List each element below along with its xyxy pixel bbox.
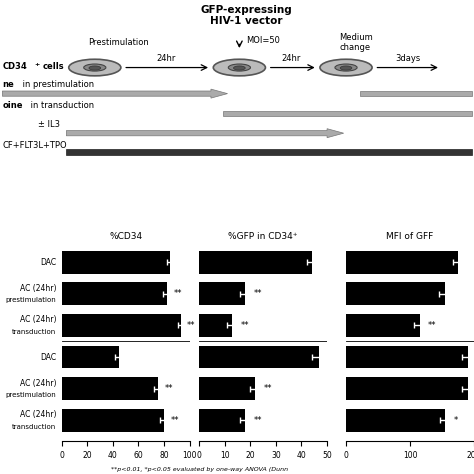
Bar: [346, 377, 467, 400]
Ellipse shape: [89, 66, 100, 70]
Text: transduction: transduction: [12, 329, 56, 335]
Bar: [62, 314, 181, 337]
Text: ± IL3: ± IL3: [38, 120, 60, 129]
Bar: [360, 91, 472, 96]
Text: Medium
change: Medium change: [338, 33, 373, 52]
Text: *: *: [454, 416, 458, 425]
Bar: [62, 377, 157, 400]
Text: GFP-expressing
HIV-1 vector: GFP-expressing HIV-1 vector: [201, 5, 292, 27]
Text: **: **: [173, 289, 182, 298]
Bar: [346, 409, 445, 432]
Bar: [62, 409, 164, 432]
Bar: [223, 111, 472, 116]
Text: **: **: [164, 384, 173, 393]
Text: prestimulation: prestimulation: [6, 297, 56, 303]
Bar: [199, 283, 245, 305]
Text: prestimulation: prestimulation: [6, 392, 56, 398]
Text: 3days: 3days: [395, 54, 420, 63]
Text: MOI=50: MOI=50: [246, 36, 280, 45]
Text: **: **: [428, 321, 437, 330]
Text: oine: oine: [2, 101, 23, 110]
Ellipse shape: [84, 64, 106, 71]
Ellipse shape: [69, 59, 121, 76]
Text: +: +: [34, 62, 39, 67]
Text: ne: ne: [2, 80, 14, 89]
Title: %CD34: %CD34: [109, 232, 142, 241]
Text: 24hr: 24hr: [156, 54, 175, 63]
Text: AC (24hr): AC (24hr): [20, 410, 56, 419]
Text: AC (24hr): AC (24hr): [20, 315, 56, 324]
Ellipse shape: [335, 64, 357, 71]
Ellipse shape: [320, 59, 372, 76]
Text: AC (24hr): AC (24hr): [20, 283, 56, 292]
Bar: [66, 149, 472, 155]
Text: CF+FLT3L+TPO: CF+FLT3L+TPO: [2, 141, 67, 150]
Bar: [199, 346, 319, 368]
Text: **: **: [254, 416, 262, 425]
Ellipse shape: [340, 66, 352, 70]
Ellipse shape: [213, 59, 265, 76]
Text: **: **: [241, 321, 249, 330]
Text: **: **: [186, 321, 195, 330]
Text: in transduction: in transduction: [28, 101, 95, 110]
Bar: [199, 377, 255, 400]
Text: CD34: CD34: [2, 62, 27, 71]
Text: **: **: [171, 416, 180, 425]
FancyArrow shape: [66, 128, 344, 138]
Ellipse shape: [234, 66, 245, 70]
Text: DAC: DAC: [40, 258, 56, 267]
Title: %GFP in CD34⁺: %GFP in CD34⁺: [228, 232, 298, 241]
Text: Prestimulation: Prestimulation: [88, 38, 149, 47]
Bar: [199, 251, 312, 273]
Title: MFI of GFF: MFI of GFF: [386, 232, 434, 241]
Text: **p<0.01, *p<0.05 evaluated by one-way ANOVA (Dunn: **p<0.01, *p<0.05 evaluated by one-way A…: [110, 466, 288, 472]
Bar: [199, 314, 232, 337]
Text: in prestimulation: in prestimulation: [20, 80, 94, 89]
Bar: [62, 346, 119, 368]
Bar: [346, 251, 458, 273]
Bar: [62, 283, 166, 305]
Bar: [346, 283, 445, 305]
Ellipse shape: [228, 64, 250, 71]
Text: transduction: transduction: [12, 424, 56, 430]
Bar: [346, 346, 467, 368]
Text: **: **: [254, 289, 262, 298]
Text: AC (24hr): AC (24hr): [20, 379, 56, 388]
Text: 24hr: 24hr: [282, 54, 301, 63]
FancyArrow shape: [2, 89, 228, 98]
Text: DAC: DAC: [40, 353, 56, 362]
Bar: [199, 409, 245, 432]
Text: **: **: [264, 384, 272, 393]
Bar: [346, 314, 419, 337]
Bar: [62, 251, 171, 273]
Text: cells: cells: [43, 62, 64, 71]
